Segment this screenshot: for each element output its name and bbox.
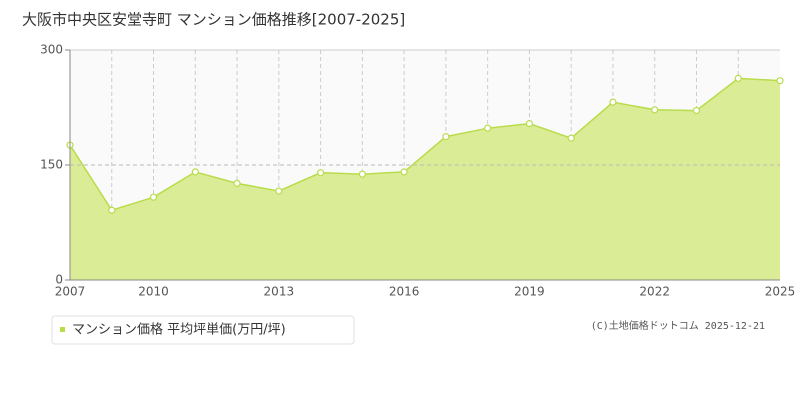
point: [400, 168, 408, 176]
area: [70, 78, 780, 280]
line: [69, 77, 781, 212]
point: [567, 134, 575, 142]
chart-title: 大阪市中央区安堂寺町 マンション価格推移[2007-2025]: [22, 11, 405, 29]
point: [275, 187, 283, 195]
point: [108, 206, 116, 214]
point: [358, 170, 366, 178]
point: [609, 98, 617, 106]
point: [233, 179, 241, 187]
x-tick-label: 2013: [264, 285, 295, 299]
x-tick-label: 2022: [639, 285, 670, 299]
point: [484, 124, 492, 132]
point: [776, 77, 784, 85]
legend-label: マンション価格 平均坪単価(万円/坪): [72, 322, 286, 338]
x-tick-label: 2016: [389, 285, 420, 299]
point: [442, 133, 450, 141]
x-tick-label: 2019: [514, 285, 545, 299]
y-tick-label: 150: [40, 158, 63, 172]
legend-box: [51, 315, 355, 345]
y-tick-label: 0: [55, 273, 63, 287]
y-tick-label: 300: [40, 43, 63, 57]
point: [734, 74, 742, 82]
point: [316, 169, 325, 177]
x-tick-label: 2025: [765, 285, 796, 299]
point: [651, 106, 659, 114]
x-tick-label: 2007: [55, 285, 86, 299]
point: [525, 119, 534, 128]
plot: 2007 2010 2013 2016 2019 2022 2025 0 150 300: [40, 43, 795, 299]
source: (C)土地価格ドットコム 2025-12-21: [591, 319, 765, 332]
legend-swatch: [60, 327, 65, 332]
point: [149, 193, 158, 201]
point: [692, 106, 701, 115]
point: [191, 168, 199, 176]
x-tick-label: 2010: [138, 285, 169, 299]
